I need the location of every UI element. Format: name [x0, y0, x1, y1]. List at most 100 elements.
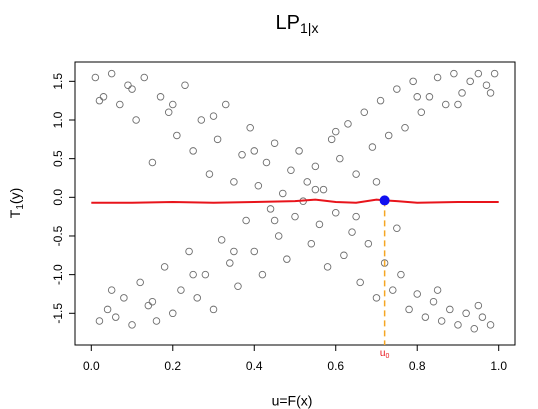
point [384, 131, 393, 140]
point [107, 286, 116, 294]
point [99, 93, 108, 101]
point [262, 158, 271, 167]
point [454, 100, 462, 109]
point [319, 185, 328, 194]
x-tick-label: 0.2 [164, 359, 181, 373]
point [437, 317, 446, 325]
y-label-sub: 1 [15, 204, 26, 210]
point [152, 317, 161, 325]
marker-label: u0 [380, 348, 390, 360]
point [238, 151, 246, 159]
point [246, 123, 254, 132]
point [344, 120, 352, 128]
point [250, 247, 259, 256]
point [124, 81, 132, 89]
point [156, 93, 165, 101]
point [458, 89, 466, 97]
point [169, 100, 177, 109]
point [136, 278, 144, 287]
point [417, 108, 426, 117]
x-axis-label: u=F(x) [272, 393, 313, 409]
point [413, 93, 421, 101]
point [425, 93, 434, 101]
point [303, 178, 311, 186]
y-tick-label: -1.0 [51, 264, 65, 285]
point [446, 305, 454, 314]
point [193, 294, 201, 302]
point [389, 286, 397, 294]
point [295, 147, 303, 155]
point [311, 162, 320, 171]
point [95, 96, 104, 105]
point [160, 263, 169, 271]
point [274, 232, 283, 240]
point [307, 239, 316, 248]
point [279, 189, 287, 198]
point [441, 100, 450, 109]
y-axis-label: T1(y) [7, 188, 26, 218]
point [287, 166, 295, 175]
point [250, 147, 259, 155]
point [205, 170, 214, 178]
point [132, 116, 140, 124]
point [234, 282, 242, 290]
point [462, 309, 470, 318]
point [486, 321, 495, 329]
point [368, 143, 377, 151]
x-tick-label: 0.6 [327, 359, 344, 373]
point [120, 294, 128, 302]
point [91, 73, 100, 82]
y-tick-label: 1.0 [51, 111, 65, 128]
title-sub: 1|x [300, 20, 318, 36]
point [209, 112, 218, 120]
point [226, 259, 234, 267]
point [372, 178, 381, 186]
marker-point [379, 195, 390, 206]
point [148, 297, 157, 306]
x-tick-label: 1.0 [490, 359, 507, 373]
y-tick-label: -1.5 [51, 303, 65, 324]
y-label-tail: (y) [7, 188, 23, 204]
point [340, 251, 348, 260]
plot-box [74, 61, 516, 346]
y-tick-label: 0.5 [51, 150, 65, 167]
point [177, 286, 185, 294]
point [482, 81, 491, 89]
point [270, 139, 279, 147]
point [173, 131, 181, 140]
chart-title: LP1|x [276, 12, 319, 35]
point [230, 247, 238, 256]
y-label-main: T [7, 209, 23, 218]
point [144, 301, 153, 310]
point [450, 69, 458, 78]
point [291, 212, 299, 221]
point [474, 301, 483, 310]
point [311, 185, 320, 194]
point [401, 123, 409, 132]
point [323, 263, 332, 271]
point [397, 270, 405, 279]
point [486, 89, 495, 97]
point [270, 216, 279, 225]
point [189, 270, 197, 279]
point [352, 212, 360, 221]
point [331, 127, 340, 136]
point [95, 317, 104, 325]
point [490, 69, 499, 78]
point [474, 69, 483, 78]
point [217, 236, 226, 244]
point [478, 313, 487, 321]
marker-label-main: u [380, 348, 386, 359]
point [221, 100, 230, 109]
point [189, 147, 197, 155]
point [185, 247, 193, 256]
point [103, 305, 112, 314]
point [409, 77, 417, 86]
point [148, 158, 157, 167]
point [169, 309, 177, 318]
point [107, 69, 116, 78]
curve [91, 198, 499, 204]
point [466, 77, 474, 86]
point [116, 100, 124, 109]
point [327, 135, 336, 144]
